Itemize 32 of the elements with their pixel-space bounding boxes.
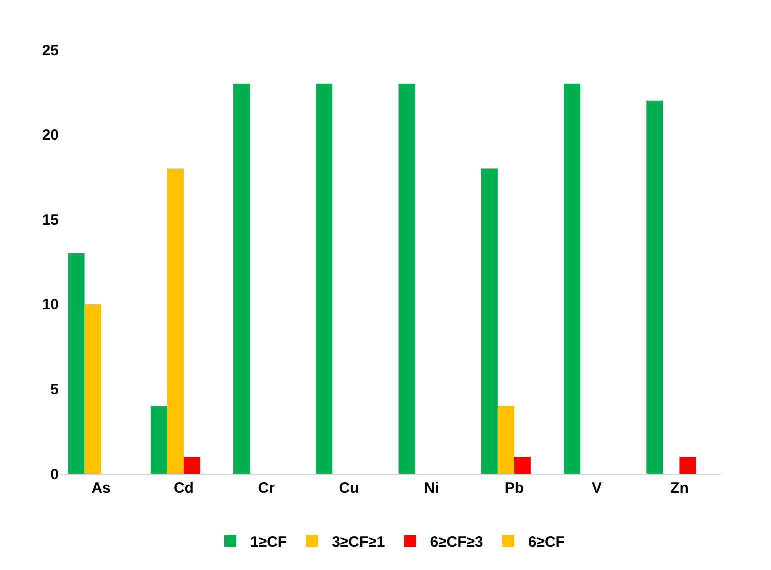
bar <box>234 84 250 474</box>
x-tick-label: As <box>92 480 111 497</box>
bar <box>564 84 581 474</box>
x-tick-label: Cu <box>339 480 360 497</box>
x-tick-label: Pb <box>504 480 524 497</box>
y-tick-label: 0 <box>50 466 59 484</box>
bar <box>84 304 102 474</box>
y-tick-label: 15 <box>42 212 59 229</box>
bar <box>167 168 184 474</box>
bar <box>316 84 333 474</box>
bar <box>481 168 498 474</box>
legend-label: 6≥CF≥3 <box>430 534 484 551</box>
x-tick-label: V <box>592 480 602 497</box>
y-tick-label: 25 <box>42 42 59 60</box>
x-tick-label: Cd <box>174 480 194 497</box>
bar <box>498 406 514 474</box>
x-tick-label: Ni <box>424 480 440 497</box>
legend-label: 3≥CF≥1 <box>332 534 386 551</box>
legend-label: 1≥CF <box>250 534 288 551</box>
y-tick-label: 5 <box>50 381 59 398</box>
y-tick-label: 10 <box>42 296 59 314</box>
bar <box>184 457 200 474</box>
bar <box>680 457 696 474</box>
bar <box>68 254 85 474</box>
bar <box>646 100 664 474</box>
legend-label: 6≥CF <box>528 534 565 551</box>
bar <box>514 457 531 474</box>
bar <box>150 406 168 474</box>
x-tick-label: Cr <box>258 480 276 497</box>
bar <box>398 84 416 474</box>
x-tick-label: Zn <box>670 480 689 497</box>
y-tick-label: 20 <box>42 127 59 144</box>
